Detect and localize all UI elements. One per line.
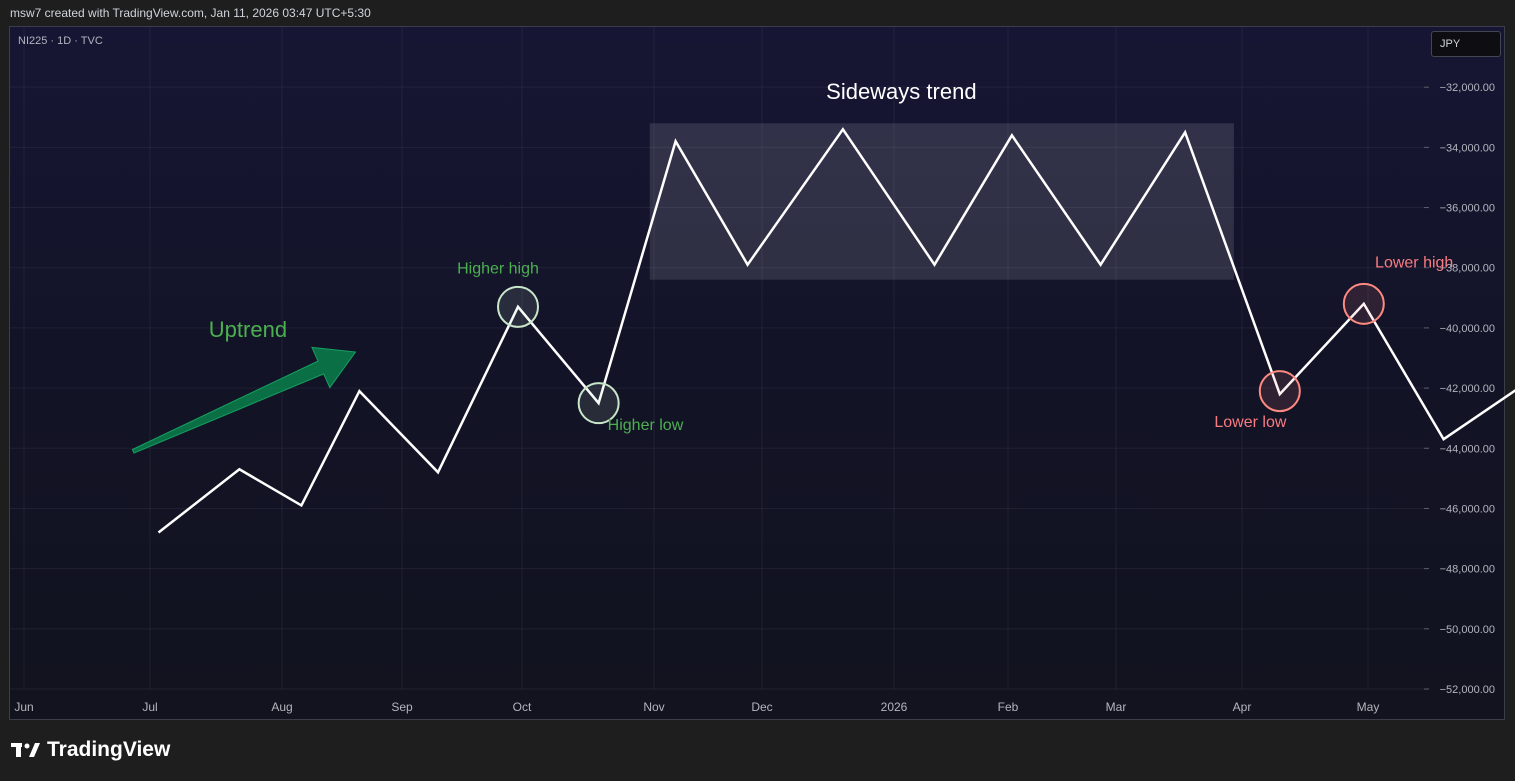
annotation-label: Lower low	[1214, 414, 1286, 431]
circle-layer	[497, 282, 1385, 425]
chart-header: msw7 created with TradingView.com, Jan 1…	[10, 6, 371, 20]
annotation-label: Lower high	[1375, 255, 1453, 272]
axis-layer: Jun Jul Aug Sep Oct Nov Dec 2026 Feb Mar Apr May −32…	[14, 82, 1495, 714]
y-tick-label: −36,000.00	[1440, 203, 1495, 215]
annotation-label: Uptrend	[209, 317, 287, 342]
x-tick-label: Nov	[643, 700, 664, 714]
symbol-label: NI225 · 1D · TVC	[18, 35, 103, 47]
annotation-label: Higher low	[608, 417, 684, 434]
x-tick-label: 2026	[881, 700, 908, 714]
annotation-label: Higher high	[457, 261, 539, 278]
x-tick-label: Jun	[14, 700, 33, 714]
price-line-layer	[157, 127, 1515, 534]
price-line	[157, 127, 1515, 534]
x-tick-label: Sep	[391, 700, 413, 714]
tradingview-logo-icon	[11, 743, 40, 757]
lower-low-circle	[1258, 370, 1301, 413]
uptrend-arrow	[131, 346, 357, 454]
y-tick-label: −34,000.00	[1440, 142, 1495, 154]
y-tick-label: −42,000.00	[1440, 383, 1495, 395]
annotation-label: Sideways trend	[826, 79, 976, 104]
sideways-box	[649, 123, 1234, 280]
y-tick-label: −52,000.00	[1440, 684, 1495, 696]
x-tick-label: May	[1357, 700, 1380, 714]
y-tick-label: −40,000.00	[1440, 323, 1495, 335]
annotation-layer: Sideways trend Higher high Higher low Uptre…	[209, 79, 1454, 434]
y-tick-label: −48,000.00	[1440, 564, 1495, 576]
sideways-box-layer	[649, 123, 1234, 280]
higher-low-circle	[577, 382, 620, 425]
arrow-layer	[131, 346, 357, 454]
x-tick-label: Aug	[271, 700, 292, 714]
brand-name: TradingView	[47, 738, 171, 761]
y-tick-label: −46,000.00	[1440, 503, 1495, 515]
y-tick-label: −44,000.00	[1440, 443, 1495, 455]
y-tick-label: −50,000.00	[1440, 624, 1495, 636]
tradingview-logo[interactable]: TradingView	[11, 738, 170, 762]
higher-high-circle	[497, 285, 539, 328]
chart-frame	[9, 26, 1505, 720]
x-tick-label: Apr	[1233, 700, 1252, 714]
y-tick-label: −32,000.00	[1440, 82, 1495, 94]
y-tick-label: −38,000.00	[1440, 263, 1495, 275]
currency-button[interactable]: JPY	[1431, 31, 1501, 57]
x-tick-label: Oct	[513, 700, 532, 714]
x-tick-label: Feb	[998, 700, 1019, 714]
x-tick-label: Dec	[751, 700, 772, 714]
x-tick-label: Jul	[142, 700, 157, 714]
grid	[10, 27, 1424, 690]
lower-high-circle	[1342, 282, 1385, 325]
x-tick-label: Mar	[1106, 700, 1127, 714]
